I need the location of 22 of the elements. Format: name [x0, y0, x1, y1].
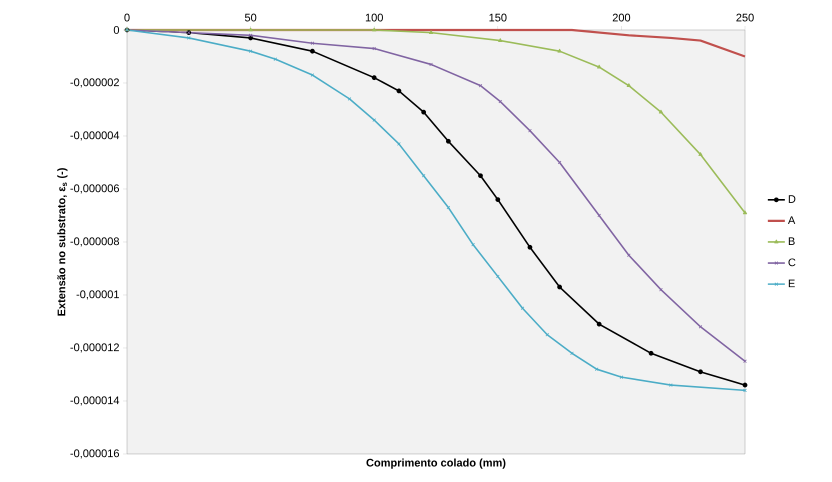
- y-tick-label: -0,000012: [70, 343, 119, 353]
- y-axis-title: Extensão no substrato, ε$_{s}$ (-): [57, 168, 68, 316]
- x-tick-label: 250: [736, 14, 754, 22]
- x-tick-label: 200: [612, 14, 630, 22]
- y-tick-label: -0,000006: [70, 184, 120, 194]
- y-tick-label: 0: [114, 26, 120, 34]
- x-axis-title: Comprimento colado (mm): [366, 458, 506, 469]
- y-tick-label: -0,00001: [76, 290, 119, 300]
- x-tick-label: 100: [366, 14, 383, 22]
- y-tick-label: -0,000016: [70, 449, 120, 459]
- legend-label: B: [788, 237, 795, 245]
- legend-label: A: [788, 216, 796, 224]
- y-tick-label: -0,000008: [70, 237, 120, 247]
- y-tick-label: -0,000014: [70, 396, 120, 406]
- y-tick-label: -0,000002: [70, 78, 119, 88]
- legend-label: E: [788, 280, 795, 288]
- x-tick-label: 0: [124, 14, 130, 22]
- x-tick-label: 50: [244, 14, 256, 22]
- legend-label: C: [788, 258, 796, 266]
- legend-label: D: [788, 195, 796, 203]
- x-tick-label: 150: [489, 14, 507, 22]
- y-tick-label: -0,000004: [70, 131, 120, 141]
